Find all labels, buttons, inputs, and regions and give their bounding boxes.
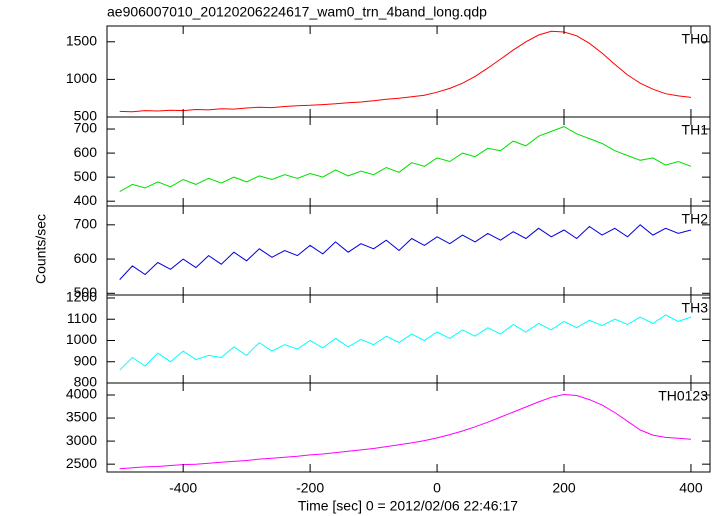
panel-frame (106, 116, 711, 207)
y-tick-label: 500 (74, 108, 98, 124)
panel-label: TH3 (682, 300, 709, 316)
panel-label: TH0123 (658, 388, 708, 404)
y-tick-label: 1000 (66, 70, 97, 86)
light-curve (119, 30, 692, 113)
y-tick-label: 1500 (66, 32, 97, 48)
y-tick-label: 3500 (66, 409, 97, 425)
y-tick-label: 1100 (67, 310, 97, 326)
y-tick-label: 500 (74, 168, 98, 184)
light-curve (119, 224, 692, 280)
y-tick-label: 600 (74, 144, 98, 160)
x-tick-label: 400 (679, 480, 703, 496)
y-tick-label: 900 (74, 352, 98, 368)
x-axis-label: Time [sec] 0 = 2012/02/06 22:46:17 (298, 498, 518, 514)
y-tick-label: 600 (74, 250, 98, 266)
y-tick-label: 800 (74, 374, 98, 390)
panel-frame (106, 25, 711, 118)
panel-label: TH1 (682, 122, 709, 138)
y-tick-label: 1200 (66, 289, 97, 305)
x-tick-label: 200 (552, 480, 576, 496)
y-tick-label: 1000 (66, 331, 97, 347)
y-tick-label: 2500 (66, 455, 97, 471)
y-tick-label: 700 (74, 216, 98, 232)
light-curve (119, 314, 692, 371)
x-tick-label: -200 (296, 480, 324, 496)
panel-frame (106, 382, 711, 473)
y-tick-label: 400 (74, 192, 98, 208)
panel-label: TH2 (682, 211, 709, 227)
light-curve (119, 126, 692, 193)
panel-frame (106, 294, 711, 384)
y-tick-label: 700 (74, 120, 98, 136)
y-axis-label: Counts/sec (33, 214, 49, 284)
x-tick-label: 0 (433, 480, 441, 496)
light-curve (119, 393, 692, 470)
y-tick-label: 500 (74, 284, 98, 300)
y-tick-label: 4000 (66, 386, 97, 402)
chart-title: ae906007010_20120206224617_wam0_trn_4ban… (107, 4, 487, 20)
x-tick-label: -400 (169, 480, 197, 496)
y-tick-label: 3000 (66, 432, 97, 448)
panel-label: TH0 (682, 31, 709, 47)
panel-frame (106, 205, 711, 296)
